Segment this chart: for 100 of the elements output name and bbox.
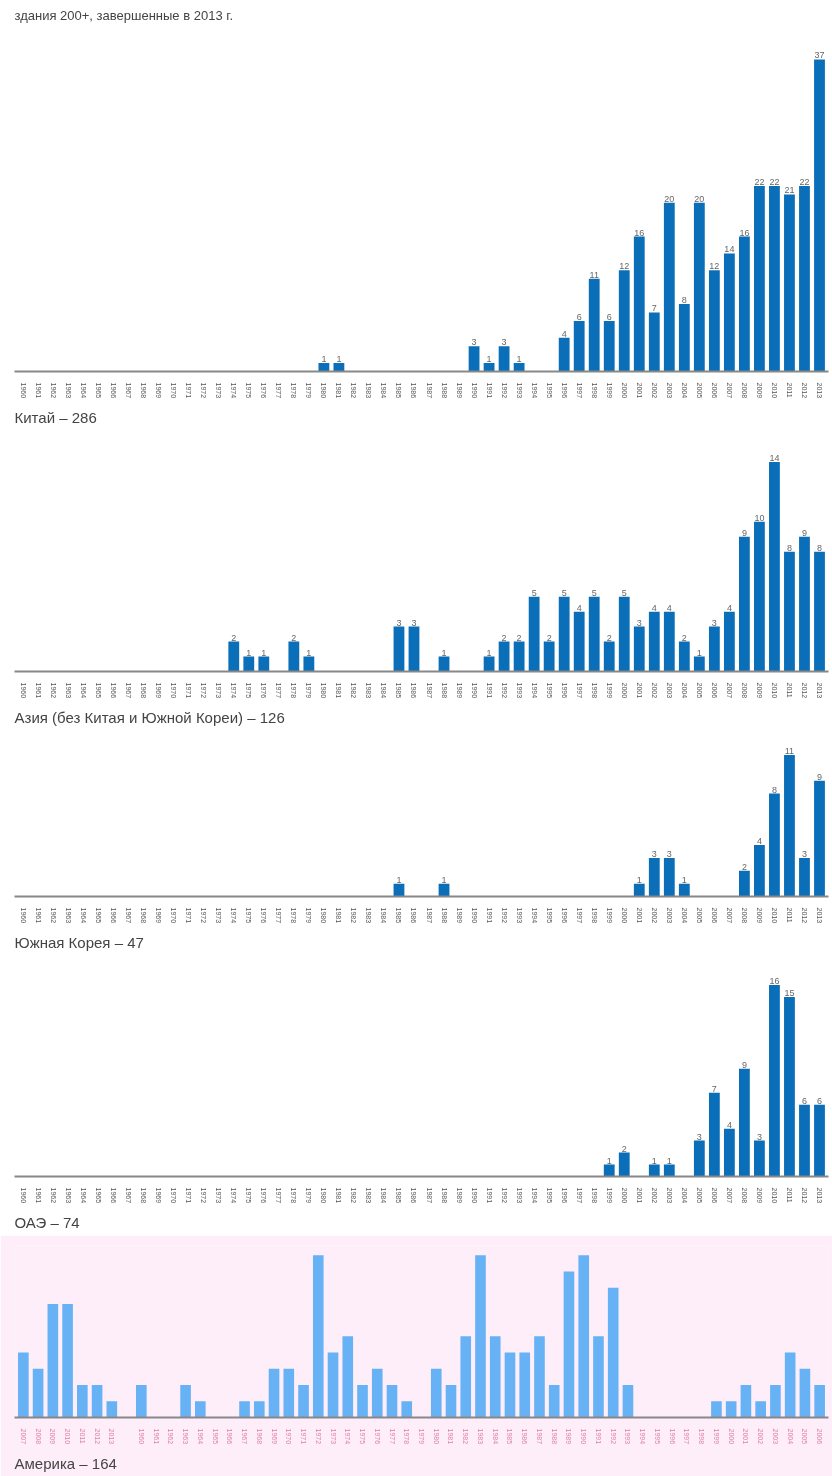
bar: [357, 1385, 368, 1418]
data-label: 37: [814, 50, 825, 61]
bar: [489, 1336, 501, 1418]
data-label: 3: [801, 848, 807, 859]
bar: [738, 870, 750, 897]
bar: [607, 1287, 619, 1418]
bar: [723, 253, 735, 372]
bar: [754, 1140, 765, 1177]
bar: [548, 1385, 560, 1418]
bar: [588, 278, 600, 372]
data-label: 4: [651, 602, 657, 613]
bar: [708, 270, 720, 372]
data-label: 4: [561, 328, 567, 339]
data-label: 9: [741, 1059, 747, 1070]
bar: [784, 551, 795, 672]
data-label: 1: [486, 354, 492, 365]
bar: [371, 1368, 383, 1418]
bar: [678, 641, 690, 672]
bar: [593, 1336, 604, 1418]
bar: [754, 845, 765, 897]
data-label: 11: [589, 269, 599, 280]
bar: [770, 1385, 781, 1418]
data-label: 5: [591, 587, 597, 598]
data-label: 20: [694, 193, 705, 204]
data-label: 5: [561, 587, 567, 598]
bar: [648, 1164, 660, 1177]
text: Азия (без Китая и Южной Кореи) – 126: [14, 708, 285, 726]
data-label: 2: [516, 632, 522, 643]
bar: [723, 611, 735, 672]
bar: [303, 656, 315, 672]
bar: [784, 997, 795, 1177]
bar: [693, 202, 705, 372]
bar: [77, 1385, 88, 1418]
data-label: 3: [411, 617, 417, 628]
bar: [633, 883, 645, 897]
bar: [534, 1336, 545, 1418]
bar: [18, 1352, 29, 1418]
bar: [754, 185, 765, 372]
bar: [618, 1152, 630, 1177]
bar: [814, 59, 825, 372]
bar: [498, 346, 510, 372]
bar: [228, 641, 240, 672]
data-label: 1: [666, 1155, 672, 1166]
bar: [754, 521, 765, 672]
data-label: 3: [696, 1131, 702, 1142]
data-label: 15: [784, 988, 795, 999]
data-label: 1: [486, 647, 492, 658]
bar: [573, 611, 585, 672]
data-label: 11: [784, 745, 795, 756]
data-label: 1: [651, 1155, 657, 1166]
data-label: 6: [606, 311, 612, 322]
bar: [288, 641, 300, 672]
data-label: 2: [546, 632, 552, 643]
bar: [401, 1401, 413, 1418]
bar: [528, 596, 540, 672]
text: Китай – 286: [14, 408, 97, 426]
data-label: 2: [621, 1143, 627, 1154]
data-label: 3: [501, 337, 507, 348]
data-label: 6: [801, 1095, 807, 1106]
data-label: 1: [246, 647, 252, 658]
data-label: 6: [576, 311, 582, 322]
bar: [711, 1401, 722, 1418]
bar: [784, 754, 795, 897]
bar: [814, 1104, 825, 1177]
data-label: 8: [681, 295, 687, 306]
text: Южная Корея – 47: [14, 933, 144, 951]
data-label: 1: [606, 1155, 612, 1166]
bar: [784, 194, 795, 372]
text: ОАЭ – 74: [14, 1213, 80, 1231]
data-label: 22: [799, 176, 810, 187]
bar: [558, 337, 570, 372]
data-label: 22: [754, 176, 765, 187]
bar: [386, 1385, 398, 1418]
data-label: 2: [741, 861, 747, 872]
bar: [475, 1255, 486, 1418]
data-label: 1: [441, 874, 447, 885]
data-label: 2: [231, 632, 237, 643]
data-label: 7: [651, 303, 657, 314]
data-label: 21: [784, 185, 795, 196]
bar: [603, 641, 615, 672]
bar: [573, 320, 585, 372]
data-label: 22: [769, 176, 780, 187]
data-label: 16: [739, 227, 750, 238]
data-label: 12: [709, 261, 720, 272]
data-label: 1: [696, 647, 702, 658]
bar: [769, 985, 780, 1177]
data-label: 1: [441, 647, 447, 658]
bar: [769, 461, 780, 672]
data-label: 8: [816, 542, 822, 553]
bar: [622, 1385, 634, 1418]
data-label: 2: [291, 632, 297, 643]
data-label: 4: [726, 602, 732, 613]
data-label: 1: [636, 874, 642, 885]
bar: [106, 1401, 118, 1418]
data-label: 1: [396, 874, 402, 885]
bar: [268, 1368, 280, 1418]
bar: [723, 1128, 735, 1177]
chart-subtitle: здания 200+, завершенные в 2013 г.: [14, 7, 234, 23]
data-label: 3: [396, 617, 402, 628]
data-label: 1: [261, 647, 267, 658]
